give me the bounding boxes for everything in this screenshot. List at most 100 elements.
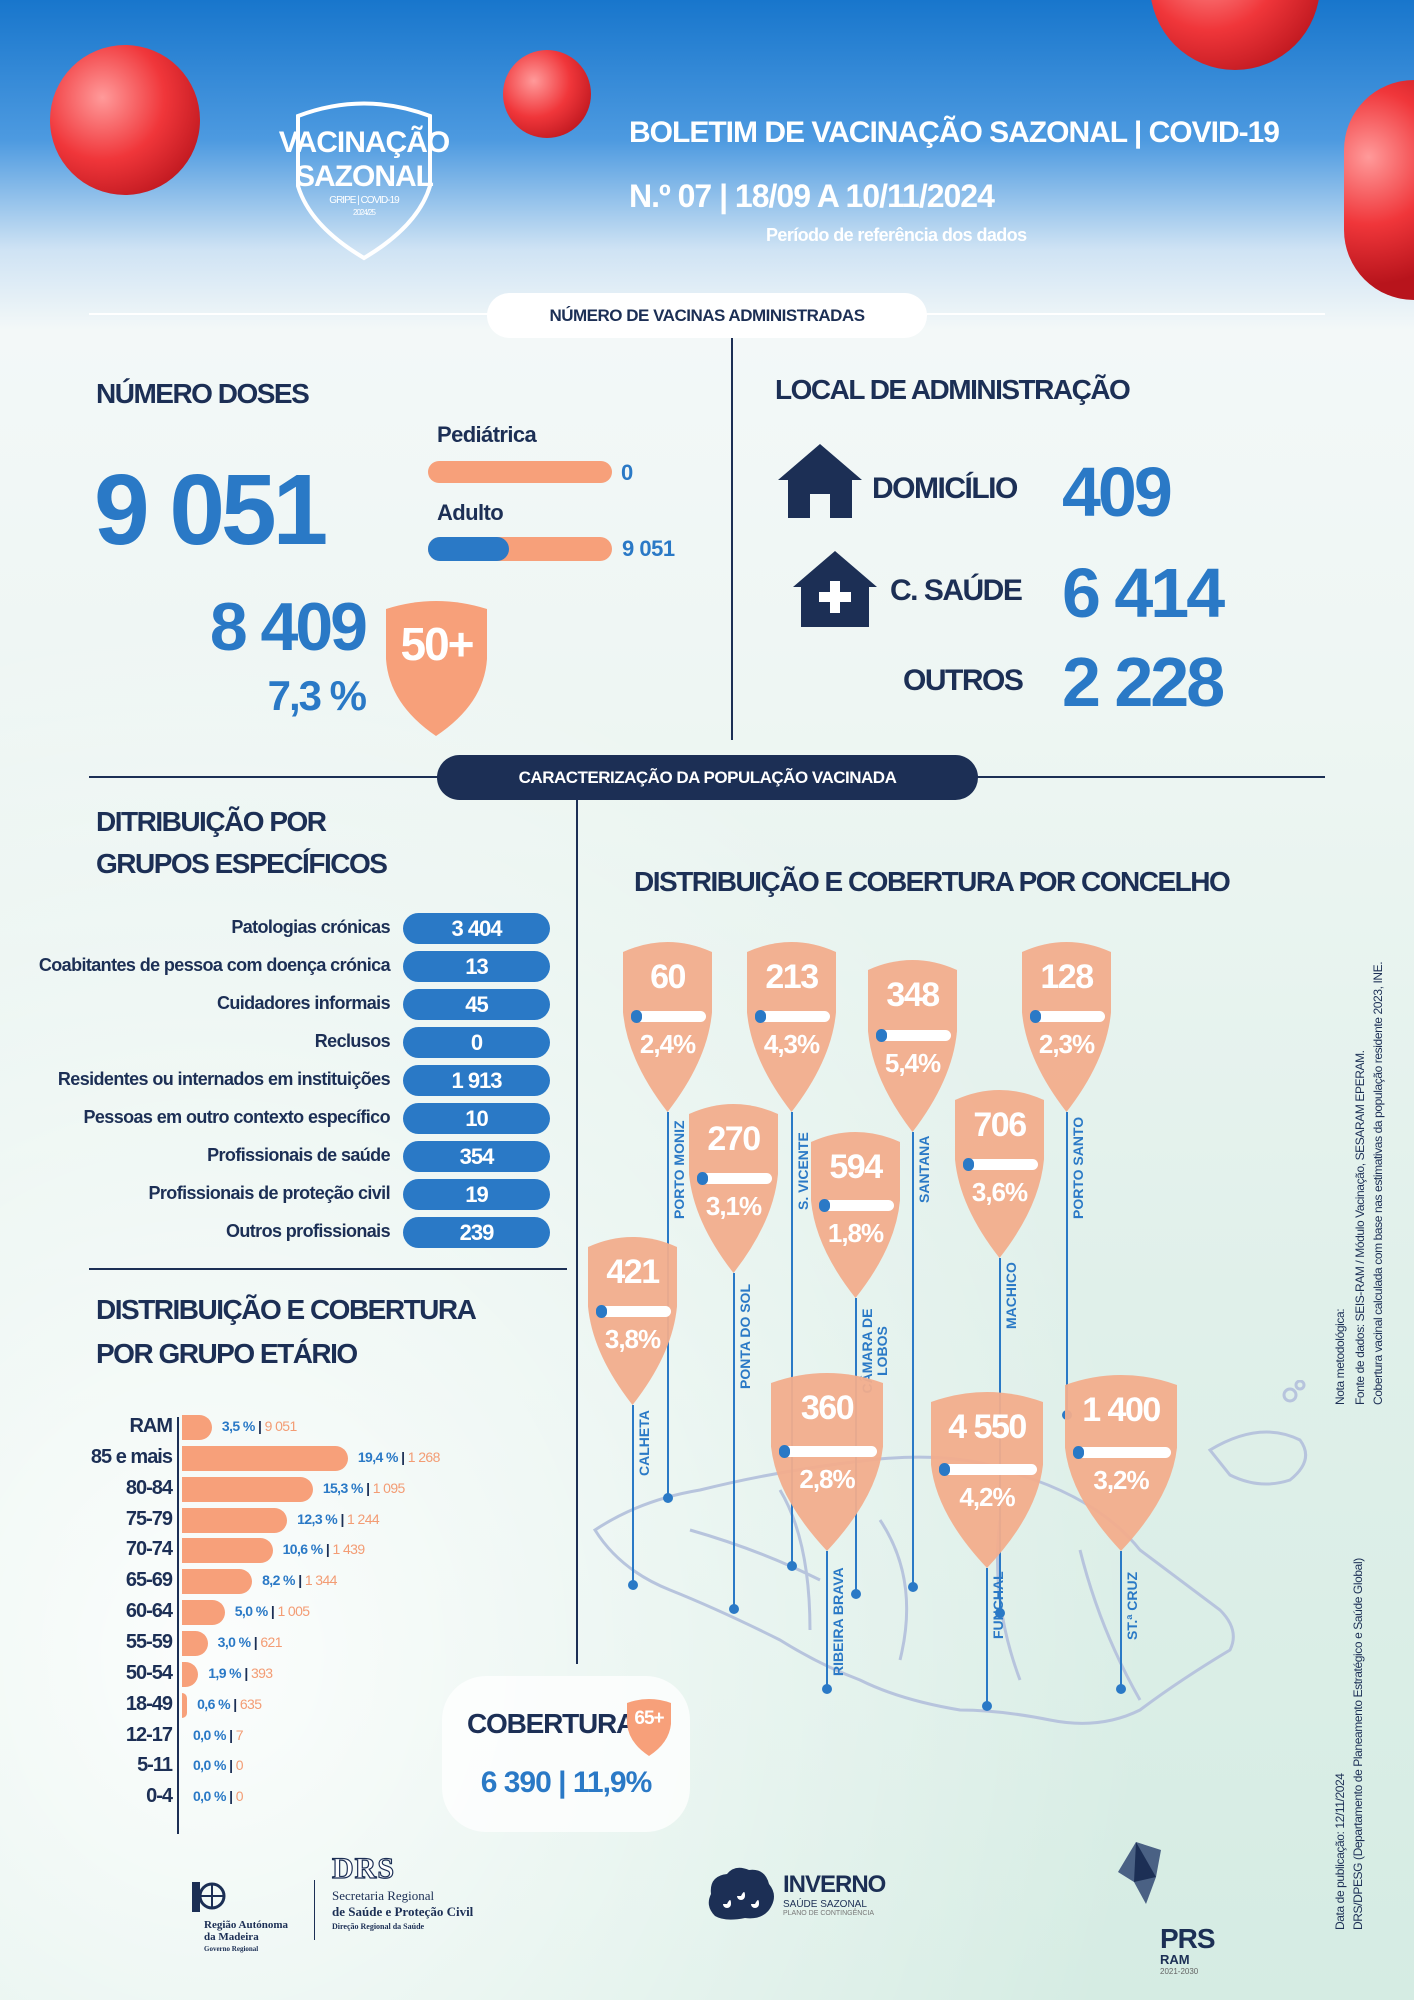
concelho-pin[interactable]: 4 550 4,2% xyxy=(931,1390,1043,1568)
group-row: Profissionais de proteção civil 19 xyxy=(0,1179,560,1210)
age-count: 635 xyxy=(239,1695,262,1712)
local-value-domicilio: 409 xyxy=(1062,453,1173,531)
prs-logo: PRS RAM 2021-2030 xyxy=(1116,1842,1216,1976)
group-label: Reclusos xyxy=(314,1031,391,1051)
age-bar xyxy=(182,1415,212,1440)
age-value: 0,0 % | 0 xyxy=(193,1757,244,1774)
pin-coverage-bar xyxy=(697,1171,772,1185)
pin-doses: 213 xyxy=(765,958,819,996)
virus-decoration xyxy=(1150,0,1320,70)
age-bar xyxy=(182,1569,253,1595)
group-row: Reclusos 0 xyxy=(0,1027,560,1058)
pin-shield-icon xyxy=(623,942,712,1112)
concelho-pin[interactable]: 348 5,4% xyxy=(868,958,957,1132)
drs-logo-text: DRS xyxy=(331,1851,396,1885)
age-count: 1 268 xyxy=(407,1448,441,1465)
pin-coverage-fill xyxy=(819,1198,830,1212)
adult-bar xyxy=(428,537,612,561)
concelho-pin[interactable]: 128 2,3% xyxy=(1022,940,1111,1112)
age-sep: | xyxy=(229,1757,236,1774)
pin-dot xyxy=(627,1580,638,1590)
note-method-title: Nota metodológica: xyxy=(1333,1308,1347,1405)
concelho-pin[interactable]: 60 2,4% xyxy=(623,940,712,1112)
madeira-l2: da Madeira xyxy=(204,1931,259,1943)
age-count: 1 005 xyxy=(277,1603,310,1620)
age-count: 1 439 xyxy=(332,1541,366,1558)
age-count: 7 xyxy=(235,1726,244,1743)
age-pct: 0,0 % xyxy=(193,1788,230,1805)
age-pct: 1,9 % xyxy=(208,1664,245,1681)
drs-l1: Secretaria Regional xyxy=(332,1888,435,1903)
pin-dot xyxy=(822,1684,832,1694)
virus-decoration xyxy=(1344,80,1414,300)
coverage65-value: 6 390 | 11,9% xyxy=(480,1766,653,1799)
drs-l2: de Saúde e Proteção Civil xyxy=(332,1904,474,1919)
prs-geometric-icon xyxy=(1118,1842,1161,1904)
local-label-outros: OUTROS xyxy=(903,664,1024,697)
age-value: 19,4 % | 1 268 xyxy=(358,1448,441,1465)
pin-coverage: 2,3% xyxy=(1038,1029,1095,1060)
age-label: 60-64 xyxy=(125,1600,173,1623)
adult-value: 9 051 xyxy=(622,536,675,561)
pin-coverage-fill xyxy=(1073,1446,1084,1460)
age-label: 12-17 xyxy=(125,1723,173,1746)
pin-coverage-fill xyxy=(779,1445,790,1458)
age-bar xyxy=(182,1692,188,1718)
pin-coverage-bar xyxy=(755,1010,830,1024)
pin-coverage: 3,2% xyxy=(1093,1465,1149,1496)
madeira-l3: Governo Regional xyxy=(204,1945,259,1953)
logo-sub: GRIPE | COVID-19 xyxy=(329,195,399,206)
coverage65-label: COBERTURA xyxy=(467,1708,636,1739)
pediatric-label: Pediátrica xyxy=(437,422,537,447)
pin-stem xyxy=(826,1551,828,1689)
age-pct: 3,0 % xyxy=(217,1633,254,1650)
shield-logo-icon xyxy=(296,101,432,261)
pin-stem xyxy=(790,1112,793,1566)
logo-line2: SAZONAL xyxy=(295,160,434,193)
pin-shield-icon xyxy=(1065,1375,1177,1551)
age-sep: | xyxy=(298,1572,305,1589)
period-note: Período de referência dos dados xyxy=(766,225,1027,245)
pin-doses: 1 400 xyxy=(1082,1391,1161,1429)
pin-coverage: 2,8% xyxy=(799,1464,855,1494)
group-value: 0 xyxy=(403,1027,550,1058)
age-pct: 5,0 % xyxy=(234,1603,271,1620)
age-count: 621 xyxy=(260,1633,282,1650)
pin-coverage: 5,4% xyxy=(884,1048,941,1079)
pin-doses: 421 xyxy=(606,1253,660,1291)
pin-stem xyxy=(911,1132,914,1587)
pin-doses: 594 xyxy=(829,1148,883,1186)
pin-coverage: 4,2% xyxy=(959,1482,1015,1513)
bulletin-title: BOLETIM DE VACINAÇÃO SAZONAL | COVID-19 xyxy=(629,116,1280,149)
concelho-pin[interactable]: 213 4,3% xyxy=(747,940,836,1112)
age-pct: 10,6 % xyxy=(282,1541,326,1558)
concelho-pin[interactable]: 1 400 3,2% xyxy=(1065,1373,1177,1551)
age-value: 10,6 % | 1 439 xyxy=(282,1541,366,1558)
bulletin-issue: N.º 07 | 18/09 A 10/11/2024 xyxy=(629,178,995,214)
concelho-pin[interactable]: 421 3,8% xyxy=(588,1235,677,1405)
concelho-pin[interactable]: 706 3,6% xyxy=(955,1088,1044,1258)
pin-name: CALHETA xyxy=(635,1410,652,1476)
pin-name: PONTA DO SOL xyxy=(736,1284,753,1389)
age-label: 85 e mais xyxy=(90,1445,173,1468)
concelho-pin[interactable]: 594 1,8% xyxy=(811,1130,900,1298)
divider xyxy=(314,1880,315,1940)
pin-shield-icon xyxy=(955,1090,1044,1258)
local-title: LOCAL DE ADMINISTRAÇÃO xyxy=(775,374,1131,405)
concelho-pin[interactable]: 360 2,8% xyxy=(771,1371,883,1551)
pin-dot xyxy=(850,1589,861,1599)
age-value: 0,0 % | 7 xyxy=(193,1726,244,1743)
pin-coverage: 4,3% xyxy=(763,1029,820,1060)
age-count: 1 095 xyxy=(372,1479,406,1496)
pin-doses: 4 550 xyxy=(948,1408,1027,1446)
inverno-logo: INVERNO SAÚDE SAZONAL PLANO DE CONTINGÊN… xyxy=(705,1866,886,1922)
group-value: 3 404 xyxy=(403,913,550,944)
group-value: 19 xyxy=(403,1179,550,1210)
age-value: 0,6 % | 635 xyxy=(197,1695,262,1712)
age-bar xyxy=(182,1445,348,1471)
logo-line1: VACINAÇÃO xyxy=(278,126,450,159)
group-value: 354 xyxy=(403,1141,550,1172)
age-sep: | xyxy=(366,1479,373,1496)
age-bar xyxy=(182,1476,313,1502)
concelho-pin[interactable]: 270 3,1% xyxy=(689,1102,778,1273)
